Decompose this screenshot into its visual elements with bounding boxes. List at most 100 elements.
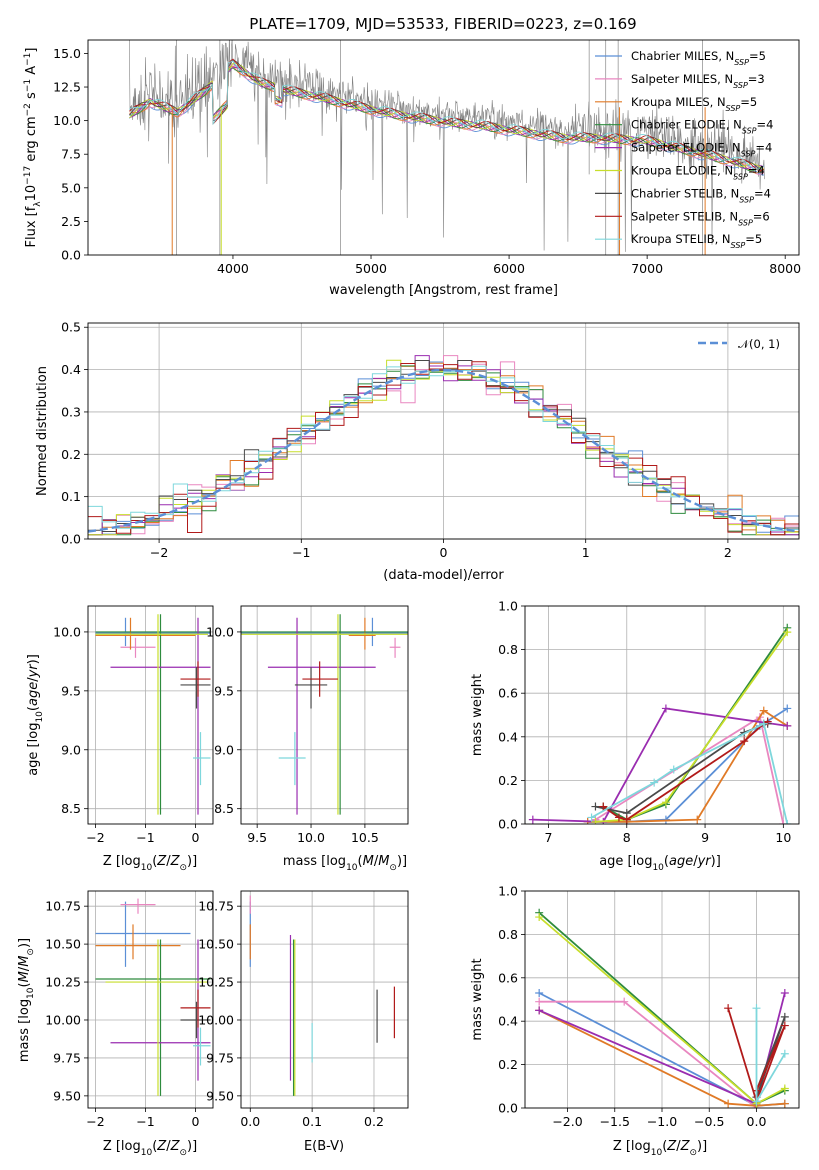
legend-label: Kroupa STELIB, NSSP=5 — [631, 232, 762, 250]
mass-weight-marker — [591, 817, 600, 824]
y-tick-label: 9.5 — [214, 683, 234, 698]
y-tick-label: 0.0 — [498, 1101, 518, 1116]
panel-residuals: −2 −1 0 1 2 0.0 0.1 0.2 0.3 0.4 0.5 𝒩(0, 1) (data-mo… — [35, 320, 800, 583]
y-tick-label: 0.4 — [498, 1014, 518, 1029]
data-point-errorbar — [120, 637, 156, 658]
panel-spectrum: 4000 5000 6000 7000 8000 0.0 2.5 5.0 7.5 10.0 12.5… — [23, 39, 801, 298]
y-tick-label: 10.00 — [198, 1012, 234, 1027]
x-axis-label: mass [log10(M/M⊙)] — [283, 854, 407, 873]
x-tick-label: 0 — [192, 830, 200, 845]
x-tick-label: −1 — [292, 545, 310, 560]
axes-frame — [240, 890, 409, 1109]
mass-weight-marker — [779, 820, 788, 824]
axes-massweight_vs_Z: −2.0 −1.5 −1.0 −0.5 0.0 0.0 0.2 0.4 0.6 0.8 1.0 — [498, 884, 800, 1129]
data-point-errorbar — [110, 617, 211, 815]
y-tick-label: 0.0 — [61, 248, 81, 263]
x-tick-label: −2 — [150, 545, 168, 560]
data-point-errorbar — [95, 939, 211, 1096]
grid-age_vs_mass — [241, 606, 408, 824]
mass-weight-marker — [783, 628, 792, 637]
y-axis-label: mass weight — [470, 958, 485, 1040]
y-tick-label: 0.5 — [61, 320, 81, 335]
data-point-errorbar — [105, 939, 208, 1096]
mass-weight-marker — [693, 815, 702, 824]
mass-weight-line — [538, 1009, 785, 1107]
y-tick-label: 10.0 — [206, 624, 234, 639]
figure-title: PLATE=1709, MJD=53533, FIBERID=0223, z=0… — [249, 15, 636, 33]
model-spectrum-line — [129, 60, 765, 170]
y-axis-label: mass [log10(M/M⊙)] — [17, 938, 36, 1062]
mass-weight-marker — [614, 813, 623, 822]
x-tick-label: −1.0 — [647, 1114, 677, 1129]
mass-weight-marker — [780, 988, 789, 997]
legend-label: Salpeter STELIB, NSSP=6 — [631, 209, 770, 227]
y-tick-label: 0.2 — [498, 1057, 518, 1072]
mass-weight-marker — [535, 913, 544, 922]
y-tick-label: 10.25 — [198, 975, 234, 990]
panel-age_vs_Z: −2 −1 0 8.5 9.0 9.5 10.0 Z [log10(Z/Z⊙)] age [lo… — [26, 605, 214, 873]
y-tick-label: 0.1 — [61, 489, 81, 504]
y-tick-label: 10.75 — [45, 899, 81, 914]
panel-massweight_vs_age: 7 8 9 10 0.0 0.2 0.4 0.6 0.8 1.0 mass weight age [l… — [470, 599, 800, 873]
axes-age_vs_Z: −2 −1 0 8.5 9.0 9.5 10.0 — [53, 605, 214, 845]
mass-weight-marker — [535, 1006, 544, 1015]
mass-weight-marker — [724, 1004, 733, 1013]
y-tick-label: 12.5 — [53, 80, 81, 95]
mass-weight-line — [602, 720, 769, 821]
y-tick-label: 1.0 — [498, 599, 518, 614]
x-tick-label: −2 — [86, 1114, 104, 1129]
x-tick-label: 10.5 — [351, 830, 379, 845]
x-tick-label: 6000 — [493, 261, 525, 276]
x-tick-label: 7000 — [631, 261, 663, 276]
y-tick-label: 9.50 — [53, 1088, 81, 1103]
data-point-errorbar — [193, 1027, 211, 1066]
y-tick-label: 0.4 — [61, 362, 81, 377]
y-axis-label: Flux [fλ10−17 erg cm−2 s−1 A−1] — [23, 48, 43, 248]
x-axis-label: Z [log10(Z/Z⊙)] — [103, 1139, 197, 1158]
x-axis-label: Z [log10(Z/Z⊙)] — [103, 854, 197, 873]
y-tick-label: 9.0 — [214, 742, 234, 757]
mass-weight-marker — [587, 813, 596, 822]
x-tick-label: 2 — [724, 545, 732, 560]
y-tick-label: 10.0 — [53, 113, 81, 128]
mass-weight-marker — [780, 1012, 789, 1021]
y-tick-label: 0.0 — [61, 532, 81, 547]
y-tick-label: 15.0 — [53, 46, 81, 61]
plot-area-massweight_vs_age — [528, 623, 792, 824]
legend-label: Kroupa MILES, NSSP=5 — [631, 95, 757, 113]
mass-weight-line — [727, 1007, 786, 1105]
mass-weight-marker — [661, 704, 670, 713]
y-tick-label: 2.5 — [61, 214, 81, 229]
mass-weight-marker — [661, 798, 670, 807]
data-point-errorbar — [180, 989, 211, 1028]
x-tick-label: 4000 — [217, 261, 249, 276]
y-tick-label: 0.8 — [498, 927, 518, 942]
panel-mass_vs_ebv: 0.0 0.1 0.2 9.50 9.75 10.00 10.25 10.50 10.75 E(B… — [198, 890, 409, 1154]
plot-area-mass_vs_ebv — [249, 895, 395, 1096]
x-tick-label: 0 — [192, 1114, 200, 1129]
y-tick-label: 8.5 — [61, 801, 81, 816]
mass-weight-marker — [752, 1004, 761, 1013]
data-point-errorbar — [278, 732, 306, 786]
mass-weight-marker — [599, 802, 608, 811]
model-spectrum-line — [129, 66, 765, 170]
grid-mass_vs_ebv — [241, 891, 408, 1108]
mass-weight-marker — [724, 1099, 733, 1108]
y-tick-label: 9.50 — [206, 1088, 234, 1103]
x-tick-label: −1.5 — [600, 1114, 630, 1129]
y-tick-label: 0.8 — [498, 642, 518, 657]
axes-mass_vs_ebv: 0.0 0.1 0.2 9.50 9.75 10.00 10.25 10.50 10.75 — [198, 890, 409, 1129]
axes-residuals: −2 −1 0 1 2 0.0 0.1 0.2 0.3 0.4 0.5 — [61, 320, 800, 560]
y-tick-label: 10.50 — [198, 937, 234, 952]
legend-label: Salpeter ELODIE, NSSP=4 — [631, 141, 772, 159]
mass-weight-marker — [783, 721, 792, 730]
panel-mass_vs_Z: −2 −1 0 9.50 9.75 10.00 10.25 10.50 10.75 Z [log1… — [17, 890, 214, 1158]
mass-weight-marker — [535, 988, 544, 997]
x-tick-label: −1 — [136, 1114, 154, 1129]
mass-weight-marker — [780, 1021, 789, 1030]
mass-weight-marker — [780, 1049, 789, 1058]
y-tick-label: 1.0 — [498, 884, 518, 899]
data-point-errorbar — [241, 614, 408, 815]
axes-frame — [524, 890, 800, 1109]
